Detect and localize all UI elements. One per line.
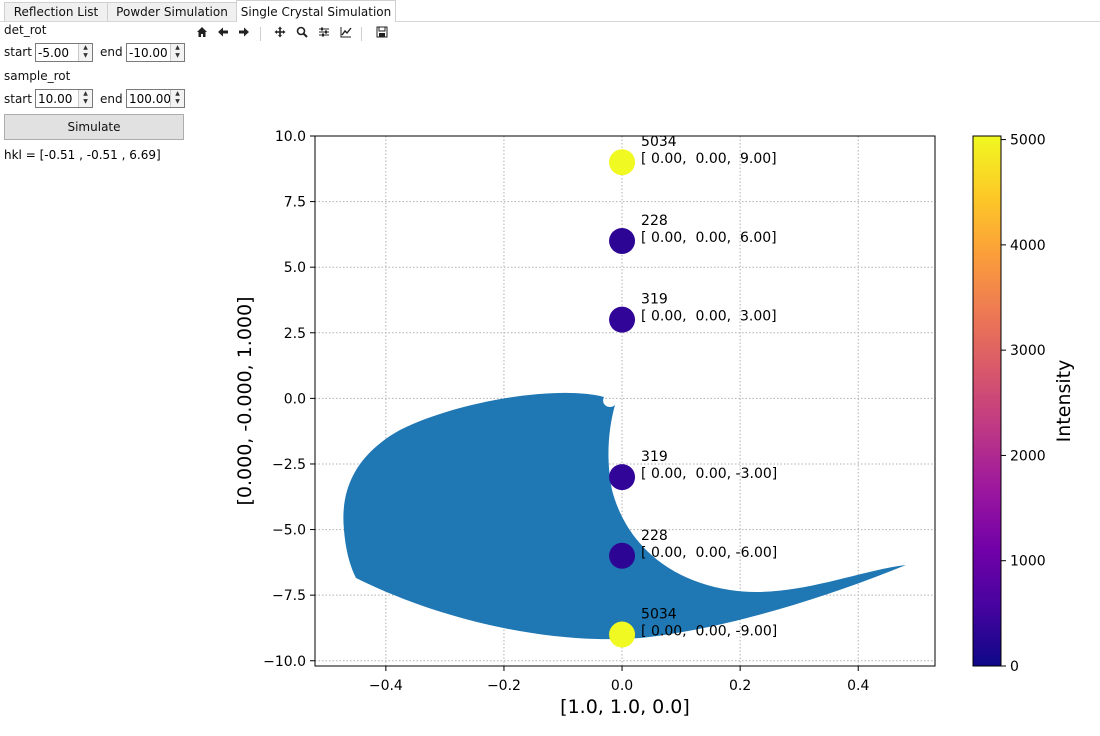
y-axis-label: [0.000, -0.000, 1.000] <box>234 296 256 505</box>
point-intensity-label: 228 <box>641 528 668 544</box>
tab-single-crystal-simulation[interactable]: Single Crystal Simulation <box>236 0 396 22</box>
det-rot-start-spinbox[interactable]: -5.00 ▲ ▼ <box>35 43 93 62</box>
colorbar <box>972 135 1002 667</box>
pan-icon[interactable] <box>272 26 288 42</box>
edit-axis-icon[interactable] <box>338 26 354 42</box>
point-intensity-label: 319 <box>641 449 668 465</box>
y-tick-label: 7.5 <box>284 195 306 211</box>
hkl-readout: hkl = [-0.51 , -0.51 , 6.69] <box>4 148 161 162</box>
point-hkl-label: [ 0.00, 0.00, 9.00] <box>641 151 777 167</box>
forward-arrow-icon[interactable] <box>236 26 252 42</box>
x-axis-label: [1.0, 1.0, 0.0] <box>560 696 690 718</box>
det-rot-start-label: start <box>4 45 32 59</box>
point-hkl-label: [ 0.00, 0.00, -9.00] <box>641 624 777 640</box>
det-rot-end-value: -10.00 <box>129 46 168 60</box>
sample-rot-start-value: 10.00 <box>38 92 73 106</box>
accessible-region <box>343 392 906 640</box>
tab-powder-simulation[interactable]: Powder Simulation <box>107 2 237 21</box>
point-intensity-label: 5034 <box>641 134 677 150</box>
colorbar-tick-label: 4000 <box>1010 238 1046 254</box>
save-icon[interactable] <box>374 26 390 42</box>
det-rot-end-spinbox[interactable]: -10.00 ▲ ▼ <box>126 43 185 62</box>
point-hkl-label: [ 0.00, 0.00, 3.00] <box>641 309 777 325</box>
det-rot-end-stepper[interactable]: ▲ ▼ <box>170 44 184 61</box>
point-intensity-label: 228 <box>641 213 668 229</box>
det-rot-end-label: end <box>100 45 123 59</box>
x-axis-ticks: −0.4 −0.2 0.0 0.2 0.4 <box>369 666 869 694</box>
reflection-point <box>609 306 636 333</box>
home-icon[interactable] <box>194 26 210 42</box>
y-tick-label: 5.0 <box>284 260 306 276</box>
reflection-point <box>609 149 636 176</box>
sample-rot-end-value: 100.00 <box>129 92 171 106</box>
tab-reflection-list[interactable]: Reflection List <box>4 2 108 21</box>
det-rot-start-stepper[interactable]: ▲ ▼ <box>78 44 92 61</box>
toolbar-separator <box>260 27 261 41</box>
x-tick-label: 0.0 <box>611 678 633 694</box>
y-tick-label: −2.5 <box>272 457 306 473</box>
point-intensity-label: 319 <box>641 292 668 308</box>
sample-rot-end-stepper[interactable]: ▲ ▼ <box>170 90 184 107</box>
colorbar-tick-label: 0 <box>1010 659 1019 675</box>
toolbar-separator <box>361 27 362 41</box>
zoom-icon[interactable] <box>294 26 310 42</box>
y-tick-label: −5.0 <box>272 523 306 539</box>
sample-rot-start-label: start <box>4 92 32 106</box>
sample-rot-start-spinbox[interactable]: 10.00 ▲ ▼ <box>35 89 93 108</box>
det-rot-start-value: -5.00 <box>38 46 70 60</box>
back-arrow-icon[interactable] <box>215 26 231 42</box>
sample-rot-label: sample_rot <box>4 69 71 83</box>
sample-rot-start-stepper[interactable]: ▲ ▼ <box>78 90 92 107</box>
tab-bar: Reflection List Powder Simulation Single… <box>0 0 1100 22</box>
point-intensity-label: 5034 <box>641 607 677 623</box>
colorbar-tick-label: 5000 <box>1010 133 1046 149</box>
colorbar-tick-label: 2000 <box>1010 448 1046 464</box>
sample-rot-end-label: end <box>100 92 123 106</box>
reflection-point <box>609 621 636 648</box>
spin-down-icon[interactable]: ▼ <box>83 98 88 105</box>
grid-lines <box>315 135 935 666</box>
plot-frame <box>314 135 936 667</box>
y-tick-label: −7.5 <box>272 588 306 604</box>
point-hkl-label: [ 0.00, 0.00, 6.00] <box>641 230 777 246</box>
colorbar-label: Intensity <box>1053 360 1075 443</box>
colorbar-tick-label: 3000 <box>1010 343 1046 359</box>
spin-down-icon[interactable]: ▼ <box>175 52 180 59</box>
reflection-point <box>609 227 636 254</box>
y-tick-label: 0.0 <box>284 391 306 407</box>
tab-bar-divider <box>0 21 1100 22</box>
configure-subplots-icon[interactable] <box>316 26 332 42</box>
spin-up-icon[interactable]: ▲ <box>83 90 88 97</box>
colorbar-ticks: 0 1000 2000 3000 4000 5000 <box>1001 133 1046 675</box>
colorbar-tick-label: 1000 <box>1010 554 1046 570</box>
spin-down-icon[interactable]: ▼ <box>83 52 88 59</box>
det-rot-label: det_rot <box>4 23 47 37</box>
y-tick-label: 2.5 <box>284 326 306 342</box>
y-axis-ticks: 10.0 7.5 5.0 2.5 0.0 −2.5 −5.0 −7.5 −10.0 <box>263 129 315 670</box>
point-hkl-label: [ 0.00, 0.00, -3.00] <box>641 466 777 482</box>
reflection-point <box>609 464 636 491</box>
reflection-points: 5034[ 0.00, 0.00, 9.00]228[ 0.00, 0.00, … <box>609 134 777 648</box>
spin-up-icon[interactable]: ▲ <box>83 44 88 51</box>
simulate-button[interactable]: Simulate <box>4 114 184 140</box>
spin-up-icon[interactable]: ▲ <box>175 90 180 97</box>
y-tick-label: 10.0 <box>275 129 306 145</box>
y-tick-label: −10.0 <box>263 654 306 670</box>
point-hkl-label: [ 0.00, 0.00, -6.00] <box>641 545 777 561</box>
x-tick-label: −0.4 <box>369 678 403 694</box>
sample-rot-end-spinbox[interactable]: 100.00 ▲ ▼ <box>126 89 185 108</box>
x-tick-label: −0.2 <box>487 678 521 694</box>
spin-up-icon[interactable]: ▲ <box>175 44 180 51</box>
spin-down-icon[interactable]: ▼ <box>175 98 180 105</box>
reflection-point <box>609 542 636 569</box>
x-tick-label: 0.4 <box>847 678 869 694</box>
x-tick-label: 0.2 <box>729 678 751 694</box>
